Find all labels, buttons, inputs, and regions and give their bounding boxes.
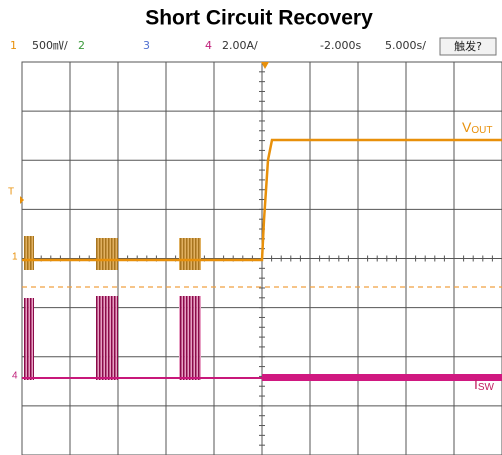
isw-burst [24,298,34,380]
trigger-button[interactable] [439,37,497,56]
timebase: 5.000s/ [385,39,426,52]
trigger-marker: T [8,187,14,198]
isw-burst [96,296,118,380]
vout-burst [179,238,201,270]
ch1-marker: 1 [12,252,18,263]
vout-burst [24,236,34,270]
isw-label: ISW [474,376,495,393]
graticule [21,61,502,455]
isw-band [262,374,502,381]
trigger-button-label[interactable]: 触发? [454,39,482,53]
ch4-label: 4 [205,39,212,52]
isw-burst [179,296,201,380]
vout-label: VOUT [462,119,492,136]
ch1-label: 1 [10,39,17,52]
vout-label-main: V [462,119,472,135]
isw-label-main: I [474,376,478,392]
vout-burst [96,238,118,270]
ch4-marker: 4 [12,371,18,382]
trigger-arrow [261,62,269,69]
header: 1 500㎷/ 2 3 4 2.00A/ -2.000s 5.000s/ 触发? [10,37,497,56]
ch2-label: 2 [78,39,85,52]
vout-label-sub: OUT [471,125,492,136]
ch1-scale: 500㎷/ [32,39,68,52]
trigger-level-arrow [20,196,24,204]
ch4-scale: 2.00A/ [222,39,258,52]
vout-trace [22,138,502,262]
delay: -2.000s [320,39,361,52]
isw-label-sub: SW [478,382,495,393]
ch3-label: 3 [143,39,150,52]
title: Short Circuit Recovery [145,7,373,30]
